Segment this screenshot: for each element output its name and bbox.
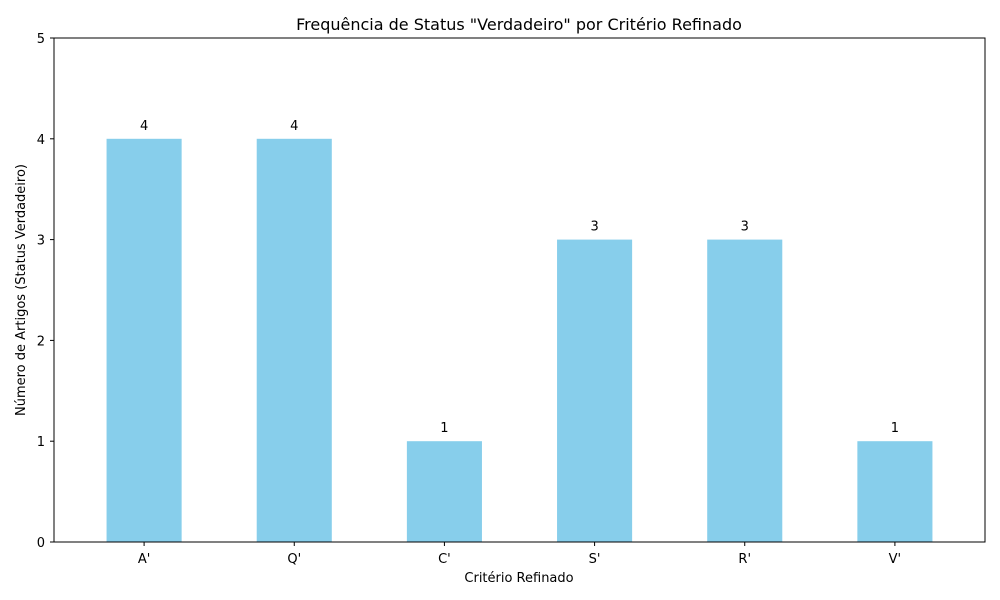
bar-value-label: 1: [440, 421, 448, 436]
x-tick-label: S': [589, 552, 601, 567]
y-axis-label: Número de Artigos (Status Verdadeiro): [14, 164, 29, 416]
x-tick-label: V': [889, 552, 901, 567]
bar: [557, 239, 633, 542]
y-tick-label: 3: [37, 234, 45, 249]
y-tick-label: 4: [37, 133, 45, 148]
bar: [106, 138, 182, 543]
bar-value-label: 4: [140, 119, 148, 134]
bar: [857, 441, 933, 542]
bar: [256, 138, 332, 543]
bar-value-label: 3: [590, 220, 598, 235]
y-tick-label: 0: [37, 536, 45, 551]
x-axis-label: Critério Refinado: [464, 571, 573, 586]
x-tick-label: A': [138, 552, 150, 567]
y-tick-label: 5: [37, 32, 45, 47]
x-tick-label: Q': [287, 552, 301, 567]
y-tick-label: 1: [37, 435, 45, 450]
bar: [406, 441, 482, 542]
x-tick-label: C': [438, 552, 451, 567]
plot-frame: [53, 37, 986, 543]
y-tick-label: 2: [37, 334, 45, 349]
bar-value-label: 1: [891, 421, 899, 436]
chart-title: Frequência de Status "Verdadeiro" por Cr…: [296, 15, 742, 34]
x-tick-label: R': [738, 552, 751, 567]
bar-value-label: 4: [290, 119, 298, 134]
bar: [707, 239, 783, 542]
bar-value-label: 3: [741, 220, 749, 235]
plot-area: 4 A' 4 Q' 1 C' 3 S' 3 R' 1 V' 0 1 2 3 4 5: [37, 32, 986, 567]
